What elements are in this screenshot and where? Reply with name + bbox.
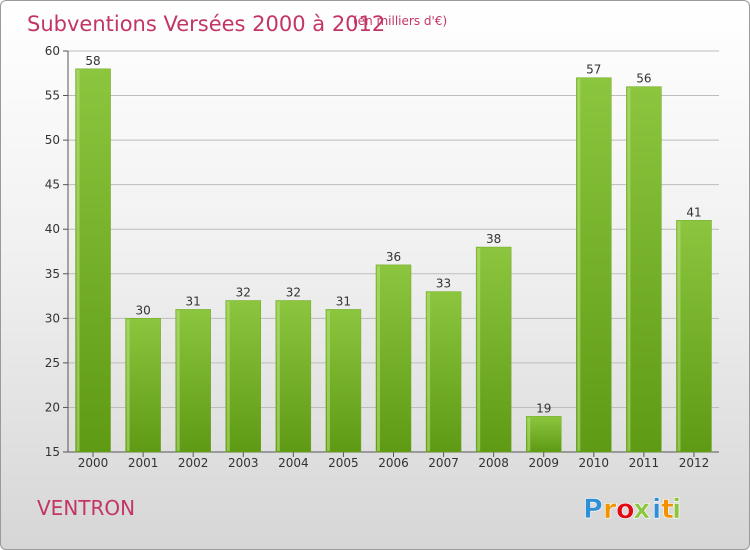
- data-label-2010: 57: [586, 63, 601, 77]
- data-label-2002: 31: [186, 294, 201, 308]
- y-tick-label: 35: [45, 267, 60, 281]
- x-tick-label: 2008: [478, 456, 509, 470]
- y-tick-label: 60: [45, 44, 60, 58]
- bar-2008: [475, 246, 512, 453]
- bar-highlight-2001: [126, 319, 130, 451]
- bar-2007: [425, 291, 462, 453]
- y-tick-label: 45: [45, 178, 60, 192]
- x-tick-label: 2011: [629, 456, 660, 470]
- logo-letter: i: [652, 494, 661, 525]
- bar-highlight-2009: [527, 417, 531, 451]
- bar-highlight-2005: [326, 310, 330, 451]
- logo-letter: x: [633, 494, 650, 525]
- bar-2005: [325, 309, 362, 453]
- bar-highlight-2007: [427, 292, 431, 451]
- data-label-2009: 19: [536, 401, 551, 415]
- bar-2000: [75, 68, 111, 453]
- commune-name: VENTRON: [37, 496, 135, 520]
- logo-letter: t: [661, 494, 674, 525]
- data-label-2001: 30: [135, 303, 150, 317]
- data-label-2011: 56: [636, 72, 651, 86]
- x-tick-label: 2000: [78, 456, 109, 470]
- bar-highlight-2000: [76, 69, 80, 452]
- tick-labels: 15 20 25 30 35 40 45 50 55 60 2000 2001 2002 2003 2004…: [45, 44, 710, 470]
- data-label-2000: 58: [85, 54, 100, 68]
- bar-highlight-2006: [377, 265, 380, 451]
- data-label-2006: 36: [386, 250, 401, 264]
- bar-highlight-2012: [677, 221, 681, 451]
- bar-highlight-2002: [176, 310, 180, 451]
- bar-highlight-2010: [577, 78, 581, 451]
- x-tick-label: 2003: [228, 456, 259, 470]
- y-tick-label: 50: [45, 133, 60, 147]
- data-label-2008: 38: [486, 232, 501, 246]
- bar-2012: [676, 220, 712, 453]
- x-tick-label: 2005: [328, 456, 359, 470]
- logo-letter: o: [616, 494, 635, 525]
- x-tick-label: 2002: [178, 456, 209, 470]
- y-tick-label: 30: [45, 311, 60, 325]
- data-label-2007: 33: [436, 277, 451, 291]
- bar-highlight-2008: [477, 248, 481, 451]
- bar-highlight-2004: [276, 301, 280, 451]
- bar-highlight-2011: [627, 87, 631, 452]
- x-tick-label: 2001: [128, 456, 159, 470]
- data-label-2012: 41: [686, 205, 701, 219]
- x-tick-label: 2012: [679, 456, 710, 470]
- bar-2003: [225, 300, 262, 453]
- x-tick-label: 2010: [579, 456, 610, 470]
- x-tick-label: 2006: [378, 456, 409, 470]
- data-label-2004: 32: [286, 286, 301, 300]
- y-tick-label: 25: [45, 356, 60, 370]
- bar-2009: [525, 416, 562, 453]
- bar-highlight-2003: [226, 301, 230, 451]
- bars: [75, 68, 712, 453]
- y-tick-label: 20: [45, 400, 60, 414]
- data-label-2005: 31: [336, 294, 351, 308]
- data-label-2003: 32: [236, 286, 251, 300]
- chart-subtitle: (en milliers d'€): [353, 14, 447, 28]
- y-tick-label: 40: [45, 222, 60, 236]
- logo-letter: P: [583, 494, 603, 525]
- bar-2002: [175, 309, 211, 453]
- y-tick-label: 55: [45, 89, 60, 103]
- x-tick-label: 2009: [528, 456, 559, 470]
- bar-2010: [576, 77, 612, 453]
- logo-letter: r: [603, 494, 617, 525]
- y-tick-label: 15: [45, 445, 60, 459]
- logo-letter: i: [672, 494, 681, 525]
- bar-2001: [125, 318, 161, 453]
- data-labels: 58 30 31 32 32 31 36 33 38 19 57 56 41: [85, 54, 701, 416]
- bar-2004: [275, 300, 312, 453]
- x-tick-label: 2007: [428, 456, 459, 470]
- bar-2011: [626, 86, 662, 453]
- bar-2006: [375, 264, 412, 453]
- x-tick-label: 2004: [278, 456, 309, 470]
- chart-title: Subventions Versées 2000 à 2012: [27, 12, 385, 36]
